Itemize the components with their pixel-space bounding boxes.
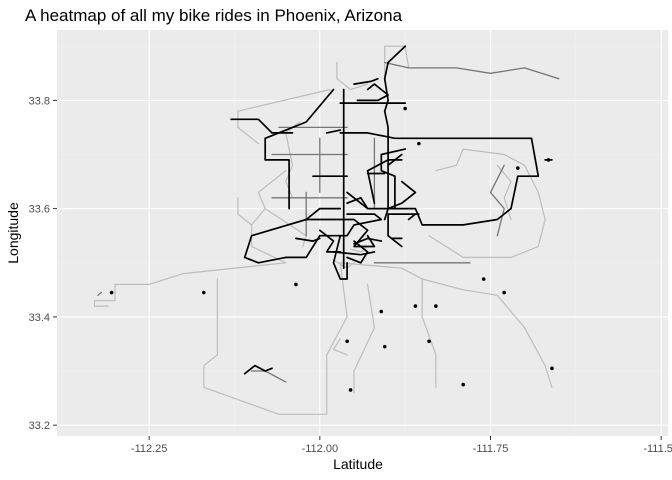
ride-track-faint <box>93 300 109 307</box>
y-axis-title: Longitude <box>5 202 21 264</box>
ride-track-faint <box>496 164 512 221</box>
ride-point <box>413 304 418 308</box>
ride-track-dark <box>387 180 417 210</box>
ride-track-dark <box>353 77 379 85</box>
ride-track-faint <box>350 245 369 253</box>
ride-track-dark <box>346 191 465 226</box>
ride-track-dark <box>264 88 335 161</box>
plot-panel <box>57 30 668 436</box>
ride-point <box>379 309 384 314</box>
ride-track-dark <box>353 237 383 245</box>
ride-track-dark <box>284 234 321 259</box>
ride-track-medium <box>384 61 560 80</box>
ride-track-dark <box>346 196 369 210</box>
ride-track-dark <box>243 364 273 375</box>
y-axis: 33.2 33.4 33.6 33.8 <box>29 95 57 432</box>
ride-track-dark <box>295 237 321 242</box>
ride-track-faint <box>435 148 539 193</box>
ride-track-dark <box>332 234 348 280</box>
ride-track-dark <box>346 240 369 264</box>
ride-track-faint <box>421 278 437 388</box>
ride-point <box>382 344 387 349</box>
x-tick-label: -111.75 <box>473 443 509 455</box>
x-tick-label: -112.00 <box>302 443 339 455</box>
chart-title: A heatmap of all my bike rides in Phoeni… <box>25 6 403 25</box>
ride-point <box>481 277 486 281</box>
ride-point <box>550 366 554 371</box>
ride-track-dark <box>339 132 540 226</box>
ride-track-faint <box>339 262 553 388</box>
ride-track-dark <box>332 251 376 256</box>
ride-points <box>109 106 554 392</box>
ride-track-faint <box>336 61 369 91</box>
ride-point <box>201 290 206 295</box>
major-gridlines <box>57 30 668 436</box>
ride-track-dark <box>230 118 294 134</box>
ride-track-dark <box>380 148 407 210</box>
ride-track-medium <box>489 164 505 237</box>
x-tick-label: -112.25 <box>131 443 168 455</box>
ride-track-faint <box>285 121 300 199</box>
ride-track-dark <box>325 129 342 134</box>
x-tick-label: -111.50 <box>643 443 672 455</box>
ride-track-faint <box>353 283 375 394</box>
ride-track-dark <box>356 83 389 102</box>
ride-track-dark <box>383 45 407 221</box>
ride-point <box>516 166 520 170</box>
ride-track-dark <box>407 213 417 221</box>
ride-point <box>403 106 407 111</box>
ride-track-dark <box>318 213 383 237</box>
ride-point <box>434 304 438 308</box>
ride-track-dark <box>305 218 376 248</box>
ride-point <box>546 158 551 162</box>
y-tick-label: 33.2 <box>29 420 50 432</box>
minor-gridlines <box>57 30 668 436</box>
y-tick-label: 33.8 <box>29 95 50 107</box>
ride-track-dark <box>264 159 290 210</box>
y-tick-label: 33.4 <box>29 312 50 324</box>
ride-point <box>109 290 114 295</box>
ride-track-faint <box>332 338 348 356</box>
ride-point <box>417 141 421 146</box>
ride-track-faint <box>237 197 253 226</box>
x-axis-title: Latitude <box>333 456 383 472</box>
y-tick-label: 33.6 <box>29 204 50 216</box>
x-axis: -112.25 -112.00 -111.75 -111.50 <box>131 436 672 455</box>
ride-track-faint <box>428 191 546 258</box>
ride-point <box>294 282 298 287</box>
ride-track-dark <box>387 213 420 248</box>
ride-track-faint <box>203 262 348 415</box>
ride-track-dark <box>387 153 403 167</box>
ride-track-dark <box>243 207 342 264</box>
ride-tracks <box>93 45 560 415</box>
ride-point <box>345 339 349 344</box>
ride-track-medium <box>97 291 103 296</box>
ride-track-faint <box>93 262 287 302</box>
ride-point <box>348 388 353 392</box>
ride-point <box>427 339 431 344</box>
ride-point <box>502 290 506 295</box>
ride-point <box>461 382 465 387</box>
